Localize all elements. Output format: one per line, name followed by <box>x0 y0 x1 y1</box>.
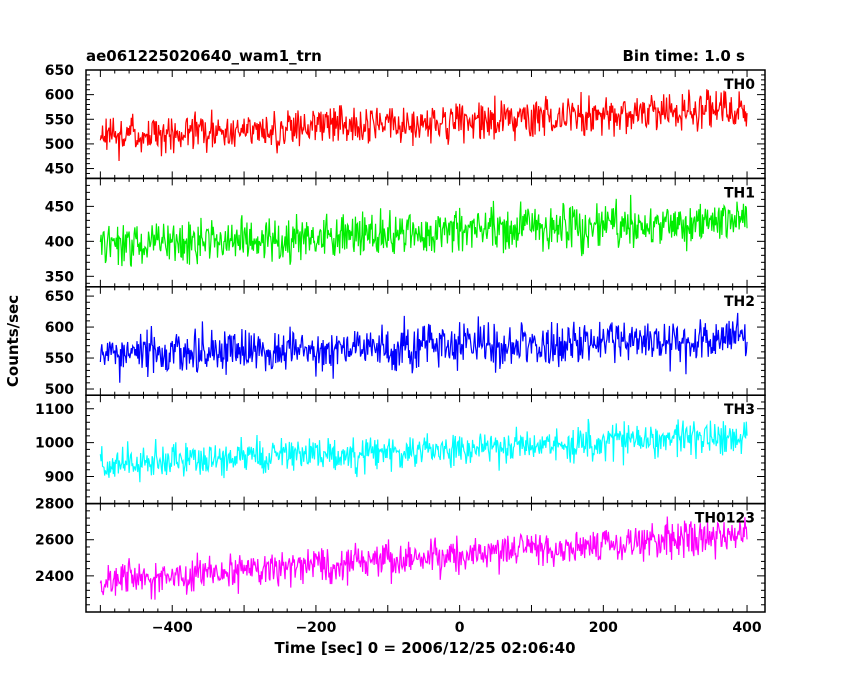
panel-th2: 500 550 600 650 TH2 <box>45 286 766 398</box>
chart-title: ae061225020640_wam1_trn <box>86 47 322 65</box>
x-tick-label: 0 <box>455 620 465 636</box>
y-tick-label: 550 <box>45 351 74 367</box>
panel-label: TH2 <box>724 294 755 310</box>
y-tick-label: 1100 <box>35 402 74 418</box>
series-line-th1 <box>99 194 748 267</box>
panel-frame <box>85 502 766 613</box>
y-tick-label: 2600 <box>35 533 74 549</box>
y-tick-label: 400 <box>45 234 74 250</box>
y-tick-label: 500 <box>45 137 74 153</box>
y-tick-label: 450 <box>45 162 74 178</box>
bin-time-label: Bin time: 1.0 s <box>622 47 745 65</box>
y-tick-label: 600 <box>45 88 74 104</box>
panel-th0: 450 500 550 600 650 TH0 <box>45 63 766 180</box>
y-tick-label: 2800 <box>35 497 74 513</box>
x-tick-label: 200 <box>589 620 618 636</box>
panel-th0123: 2400 2600 2800 TH0123 <box>35 497 766 613</box>
y-tick-label: 650 <box>45 289 74 305</box>
y-tick-label: 650 <box>45 63 74 79</box>
panel-label: TH0 <box>724 77 755 93</box>
series-line-th0 <box>99 89 748 161</box>
y-tick-label: 350 <box>45 269 74 285</box>
x-tick-label: 400 <box>732 620 761 636</box>
series-line-th0123 <box>99 516 748 600</box>
panel-th1: 350 400 450 TH1 <box>45 177 766 288</box>
x-axis: −400 −200 0 200 400 <box>152 620 762 636</box>
panel-label: TH0123 <box>695 511 755 527</box>
y-tick-label: 2400 <box>35 569 74 585</box>
series-line-th2 <box>99 312 748 383</box>
panel-label: TH3 <box>724 402 755 418</box>
y-axis-label: Counts/sec <box>4 295 22 387</box>
y-tick-label: 900 <box>45 470 74 486</box>
y-tick-label: 550 <box>45 112 74 128</box>
y-tick-label: 450 <box>45 199 74 215</box>
y-tick-label: 1000 <box>35 436 74 452</box>
panel-th3: 900 1000 1100 TH3 <box>35 394 766 505</box>
series-line-th3 <box>99 418 748 483</box>
panel-label: TH1 <box>724 185 755 201</box>
y-tick-label: 500 <box>45 382 74 398</box>
panels: 450 500 550 600 650 TH0 350 400 450 TH1 500 550 600 6… <box>35 63 766 613</box>
y-tick-label: 600 <box>45 320 74 336</box>
x-tick-label: −400 <box>152 620 193 636</box>
x-tick-label: −200 <box>295 620 336 636</box>
x-axis-label: Time [sec] 0 = 2006/12/25 02:06:40 <box>274 639 575 657</box>
